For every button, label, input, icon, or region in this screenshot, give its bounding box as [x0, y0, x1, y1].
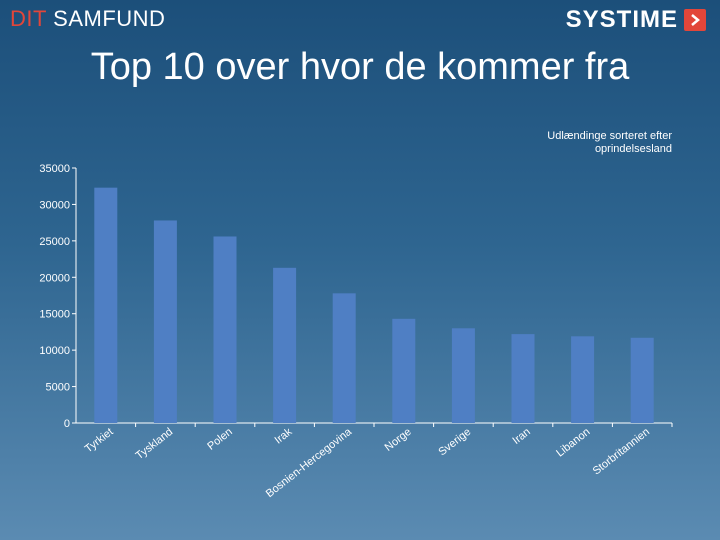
- x-tick-label: Norge: [383, 426, 414, 454]
- bar: [571, 336, 595, 423]
- legend-line-1: Udlændinge sorteret efter: [547, 130, 672, 142]
- bar: [94, 187, 118, 423]
- x-tick-label: Sverige: [436, 426, 473, 458]
- bar: [153, 220, 177, 423]
- x-tick-label: Iran: [511, 426, 533, 447]
- bar: [273, 267, 297, 423]
- y-tick-label: 25000: [39, 236, 70, 248]
- x-tick-label: Polen: [205, 426, 235, 453]
- bar: [392, 318, 416, 423]
- y-tick-label: 15000: [39, 309, 70, 321]
- x-tick-label: Storbritannien: [591, 426, 652, 478]
- y-tick-label: 35000: [39, 163, 70, 175]
- bar: [630, 337, 654, 423]
- x-tick-label: Tyskland: [134, 426, 176, 462]
- logo-samfund-text: SAMFUND: [53, 6, 166, 31]
- legend-line-2: oprindelsesland: [595, 143, 672, 155]
- x-tick-label: Tyrkiet: [83, 426, 116, 455]
- y-tick-label: 10000: [39, 345, 70, 357]
- x-tick-label: Irak: [273, 426, 295, 447]
- x-tick-label: Libanon: [554, 426, 592, 460]
- logo-systime-text: SYSTIME: [565, 6, 678, 33]
- systime-logo: SYSTIME: [566, 6, 706, 34]
- arrow-right-icon: [684, 9, 706, 31]
- y-tick-label: 5000: [46, 382, 70, 394]
- bar: [213, 236, 237, 423]
- logo-dit-text: DIT: [10, 6, 47, 31]
- slide-title: Top 10 over hvor de kommer fra: [90, 46, 630, 88]
- dit-samfund-logo: DIT SAMFUND: [10, 6, 165, 32]
- bar: [332, 293, 356, 423]
- bar: [511, 334, 535, 423]
- y-tick-label: 0: [64, 418, 70, 430]
- bar: [451, 328, 475, 423]
- y-tick-label: 30000: [39, 199, 70, 211]
- y-tick-label: 20000: [39, 272, 70, 284]
